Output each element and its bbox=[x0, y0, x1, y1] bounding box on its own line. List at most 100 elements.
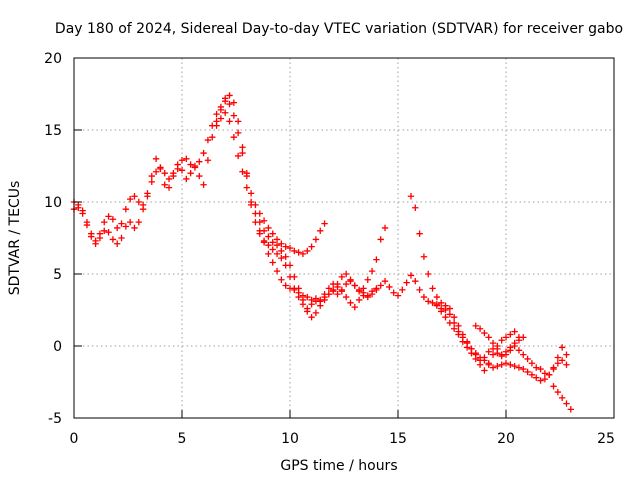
data-point-4-39 bbox=[420, 293, 428, 301]
data-point-1-23 bbox=[165, 175, 173, 183]
data-point-2-46 bbox=[265, 242, 272, 249]
data-point-1-14 bbox=[126, 195, 134, 203]
data-point-5-26 bbox=[515, 347, 523, 354]
data-point-3-13 bbox=[265, 224, 272, 232]
data-point-3-17 bbox=[282, 243, 289, 250]
data-point-4-61 bbox=[515, 364, 523, 371]
satellite-track-7 bbox=[472, 322, 527, 358]
data-point-1-10 bbox=[109, 216, 117, 223]
data-point-1-62 bbox=[334, 290, 341, 298]
data-point-3-12 bbox=[260, 217, 268, 224]
data-point-4-56 bbox=[494, 362, 501, 370]
data-point-8-2 bbox=[554, 388, 562, 396]
data-point-2-4 bbox=[83, 221, 91, 229]
data-point-5-32 bbox=[541, 370, 549, 377]
data-point-4-40 bbox=[425, 298, 432, 305]
data-point-1-38 bbox=[230, 112, 238, 119]
data-point-3-25 bbox=[317, 227, 324, 234]
y-tick-label-5: 5 bbox=[53, 267, 62, 283]
data-point-3-9 bbox=[247, 190, 255, 197]
data-point-7-8 bbox=[502, 348, 510, 355]
data-point-1-31 bbox=[200, 149, 207, 157]
data-point-1-49 bbox=[278, 247, 285, 255]
y-tick-label-15: 15 bbox=[44, 123, 62, 139]
data-point-2-10 bbox=[109, 236, 117, 243]
x-axis-ticks: 0 5 10 15 20 25 bbox=[70, 410, 615, 447]
data-point-2-43 bbox=[252, 218, 259, 226]
data-point-6-5 bbox=[450, 325, 458, 332]
y-tick-label-20: 20 bbox=[44, 51, 62, 67]
data-point-7-6 bbox=[494, 345, 501, 353]
data-point-2-70 bbox=[368, 267, 376, 275]
data-point-1-50 bbox=[282, 253, 289, 260]
data-point-5-36 bbox=[558, 344, 566, 351]
data-point-4-24 bbox=[355, 288, 363, 295]
data-point-1-19 bbox=[148, 178, 155, 186]
data-point-1-39 bbox=[234, 129, 242, 137]
x-tick-label-25: 25 bbox=[597, 431, 615, 447]
data-point-2-19 bbox=[148, 172, 155, 180]
x-axis-label: GPS time / hours bbox=[280, 458, 397, 474]
data-point-1-8 bbox=[101, 218, 108, 226]
data-point-4-26 bbox=[364, 293, 371, 301]
data-point-4-22 bbox=[347, 276, 354, 283]
data-point-5-11 bbox=[450, 314, 458, 321]
data-point-7-9 bbox=[507, 344, 514, 351]
data-point-1-48 bbox=[273, 242, 281, 249]
y-axis-ticks: -5 0 5 10 15 20 bbox=[44, 51, 82, 427]
data-point-2-35 bbox=[217, 115, 225, 122]
data-point-6-1 bbox=[433, 301, 441, 308]
data-point-2-71 bbox=[373, 256, 380, 263]
data-point-6-13 bbox=[485, 360, 492, 367]
data-point-3-4 bbox=[226, 92, 233, 99]
data-point-4-64 bbox=[528, 371, 536, 378]
data-point-5-30 bbox=[533, 364, 540, 371]
data-point-4-8 bbox=[286, 285, 294, 292]
data-point-2-69 bbox=[364, 276, 371, 283]
data-point-2-40 bbox=[239, 168, 246, 175]
satellite-track-5 bbox=[407, 193, 570, 378]
data-point-2-31 bbox=[200, 181, 207, 188]
data-point-4-72 bbox=[563, 361, 570, 368]
data-point-4-17 bbox=[325, 290, 333, 298]
data-point-6-2 bbox=[438, 308, 445, 315]
data-point-4-65 bbox=[533, 374, 540, 381]
data-point-2-8 bbox=[101, 227, 108, 234]
satellite-track-8 bbox=[550, 383, 574, 413]
x-tick-label-0: 0 bbox=[70, 431, 79, 447]
data-point-2-66 bbox=[351, 303, 358, 311]
data-point-5-4 bbox=[420, 253, 428, 260]
x-tick-label-15: 15 bbox=[389, 431, 407, 447]
data-point-5-28 bbox=[524, 355, 531, 363]
data-point-6-9 bbox=[468, 350, 475, 357]
data-point-4-19 bbox=[334, 280, 341, 288]
data-point-3-26 bbox=[321, 220, 328, 227]
data-point-4-15 bbox=[317, 296, 324, 304]
data-point-4-27 bbox=[368, 290, 376, 298]
data-point-1-64 bbox=[342, 280, 350, 288]
data-point-4-37 bbox=[412, 278, 419, 285]
data-point-1-12 bbox=[118, 220, 125, 227]
data-point-2-7 bbox=[96, 234, 104, 242]
data-point-3-10 bbox=[252, 201, 259, 209]
data-point-4-34 bbox=[399, 286, 406, 294]
chart-title: Day 180 of 2024, Sidereal Day-to-day VTE… bbox=[55, 21, 623, 37]
data-point-4-60 bbox=[511, 362, 518, 370]
data-point-5-3 bbox=[416, 230, 423, 237]
data-point-4-70 bbox=[554, 360, 562, 367]
y-tick-label-10: 10 bbox=[44, 195, 62, 211]
data-point-4-25 bbox=[360, 292, 367, 299]
data-point-2-24 bbox=[170, 172, 177, 180]
data-point-4-9 bbox=[291, 286, 298, 294]
data-point-3-16 bbox=[278, 240, 285, 247]
data-point-2-3 bbox=[79, 210, 86, 217]
data-point-5-19 bbox=[485, 348, 492, 355]
data-point-2-32 bbox=[204, 157, 212, 164]
data-point-2-5 bbox=[88, 233, 95, 240]
data-point-3-7 bbox=[239, 144, 246, 151]
data-point-2-16 bbox=[135, 218, 142, 226]
data-point-4-67 bbox=[541, 375, 549, 383]
data-point-4-28 bbox=[373, 286, 380, 294]
data-point-2-14 bbox=[126, 218, 134, 226]
